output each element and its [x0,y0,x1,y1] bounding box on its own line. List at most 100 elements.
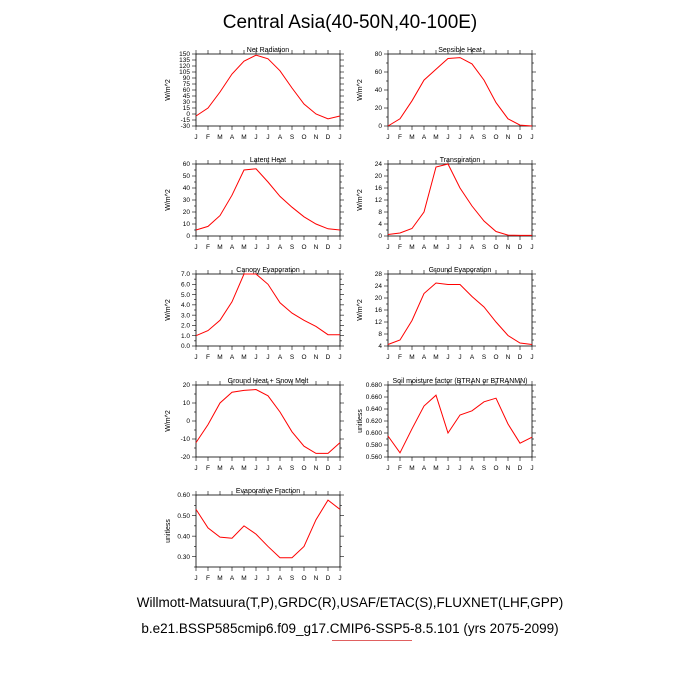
x-tick-label: S [290,465,295,472]
x-tick-label: S [290,244,295,251]
x-tick-label: J [446,465,449,472]
y-tick-label: 120 [179,63,190,70]
y-tick-label: 4.0 [181,302,190,309]
x-tick-label: N [314,465,319,472]
x-tick-label: O [301,244,306,251]
x-tick-label: S [482,244,487,251]
data-point [207,330,208,331]
x-tick-label: J [254,465,257,472]
data-point [195,442,196,443]
x-tick-label: J [338,244,341,251]
x-tick-label: J [194,354,197,361]
y-tick-label: 2.0 [181,323,190,330]
y-tick-label: 60 [375,69,383,76]
chart-svg: Net Radiation-30-15015304560759010512013… [165,47,344,141]
x-tick-label: D [518,465,523,472]
data-point [339,334,340,335]
x-tick-label: N [506,465,511,472]
y-tick-label: 80 [375,51,383,58]
y-axis-label: W/m^2 [357,299,364,321]
series-line [387,163,532,236]
data-point [267,284,268,285]
data-point [219,215,220,216]
y-tick-label: 90 [183,75,191,82]
y-tick-label: 0.660 [366,394,383,401]
plot-frame [195,494,341,568]
data-point [291,557,292,558]
data-point [471,410,472,411]
x-tick-label: J [338,354,341,361]
y-tick-label: 0.60 [177,492,190,499]
data-point [207,226,208,227]
data-point [519,235,520,236]
data-point [507,335,508,336]
x-tick-label: J [338,134,341,141]
data-point [279,302,280,303]
data-point [435,395,436,396]
data-point [291,207,292,208]
x-tick-label: J [266,134,269,141]
x-tick-label: A [470,465,475,472]
y-tick-label: 40 [375,87,383,94]
y-tick-label: 50 [183,173,191,180]
x-tick-label: J [254,575,257,582]
data-point [315,519,316,520]
data-point [255,168,256,169]
x-tick-label: F [206,354,210,361]
x-tick-label: M [433,134,438,141]
x-tick-label: D [326,244,331,251]
data-point [291,87,292,88]
y-tick-label: 0 [378,123,382,130]
x-tick-label: S [482,134,487,141]
series-line [387,394,533,454]
data-point [315,453,316,454]
x-tick-label: D [518,134,523,141]
data-point [267,58,268,59]
x-tick-label: A [422,134,427,141]
series-line [195,273,340,337]
x-tick-label: M [241,575,246,582]
x-tick-label: A [422,354,427,361]
x-tick-label: O [301,134,306,141]
data-point [243,169,244,170]
data-point [483,401,484,402]
x-tick-label: M [433,354,438,361]
x-tick-label: F [398,134,402,141]
y-tick-label: 7.0 [181,271,190,278]
x-tick-label: O [301,575,306,582]
y-tick-label: 0 [186,233,190,240]
x-tick-label: M [241,465,246,472]
data-point [495,398,496,399]
data-point [471,296,472,297]
x-tick-label: A [470,354,475,361]
data-point [387,234,388,235]
x-tick-label: F [398,465,402,472]
data-point [303,216,304,217]
panel-latent-heat: Latent Heat 0 10 20 30 40 50 60 J F M A M J J A S O N D J W/m… [160,155,344,263]
x-tick-label: N [506,354,511,361]
data-point [255,389,256,390]
y-tick-label: 8 [378,331,382,338]
panel-transpiration: Transpiration 0 4 8 12 16 20 24 J F M A M J J A S O N D J W/m… [352,155,536,263]
x-tick-label: J [266,354,269,361]
data-point [219,91,220,92]
x-tick-label: A [422,465,427,472]
panel-evaporative-fraction: Evaporative Fraction 0.30 0.40 0.50 0.60 J F M A… [160,486,344,594]
x-tick-label: D [518,354,523,361]
y-tick-label: 5.0 [181,292,190,299]
data-point [303,103,304,104]
data-point [447,432,448,433]
y-tick-label: 4 [378,221,382,228]
x-tick-label: N [314,134,319,141]
x-tick-label: D [326,354,331,361]
chart-svg: Soil moisture factor (BTRAN or BTRANMN)0… [357,378,536,472]
y-tick-label: 0 [186,111,190,118]
x-tick-label: M [409,244,414,251]
series-line [195,388,341,454]
y-tick-label: 0.40 [177,533,190,540]
data-point [507,118,508,119]
data-point [267,181,268,182]
y-tick-label: -20 [181,454,191,461]
